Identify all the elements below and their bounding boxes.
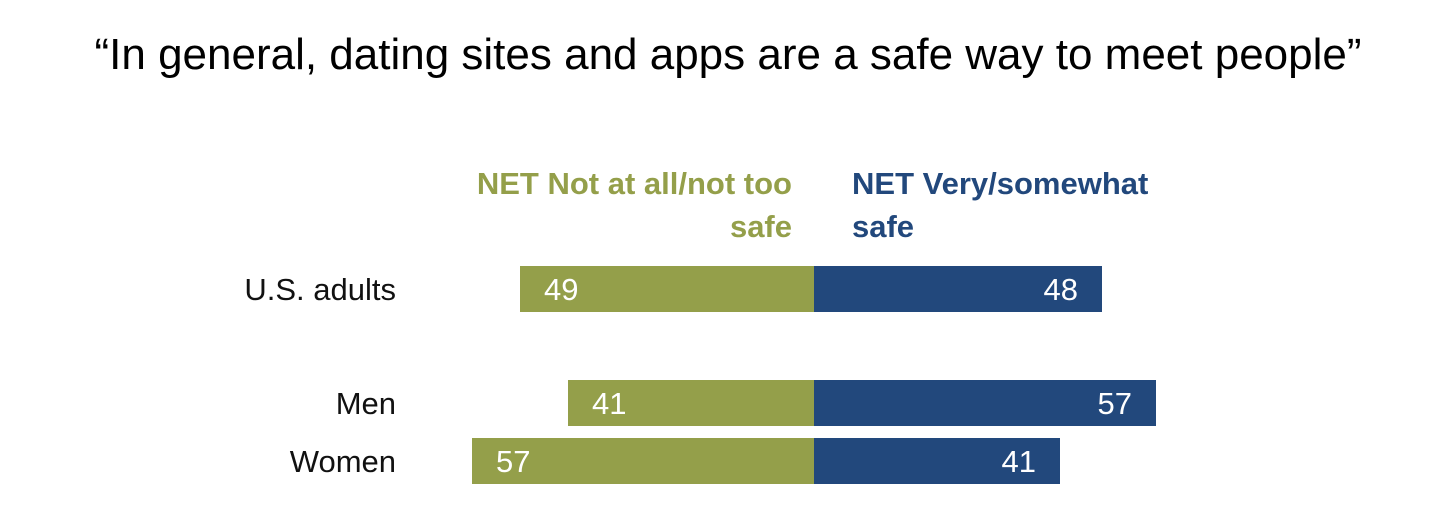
legend-label-safe: NET Very/somewhat safe xyxy=(852,166,1148,244)
category-label: U.S. adults xyxy=(244,272,396,307)
bar-safe xyxy=(814,438,1060,484)
legend-line: NET Very/somewhat xyxy=(852,166,1148,201)
legend-label-not-safe: NET Not at all/not too safe xyxy=(477,166,792,244)
data-label-safe: 48 xyxy=(1044,272,1078,307)
bar-not-safe xyxy=(472,438,814,484)
category-label: Men xyxy=(336,386,396,421)
data-label-not-safe: 49 xyxy=(544,272,578,307)
category-label: Women xyxy=(290,444,396,479)
legend-line: safe xyxy=(852,209,914,244)
chart-title: “In general, dating sites and apps are a… xyxy=(94,30,1362,79)
bar-not-safe xyxy=(520,266,814,312)
bar-safe xyxy=(814,266,1102,312)
bar-safe xyxy=(814,380,1156,426)
legend-line: safe xyxy=(730,209,792,244)
data-label-safe: 41 xyxy=(1002,444,1036,479)
legend-line: NET Not at all/not too xyxy=(477,166,792,201)
data-label-safe: 57 xyxy=(1098,386,1132,421)
bar-not-safe xyxy=(568,380,814,426)
data-label-not-safe: 41 xyxy=(592,386,626,421)
data-label-not-safe: 57 xyxy=(496,444,530,479)
